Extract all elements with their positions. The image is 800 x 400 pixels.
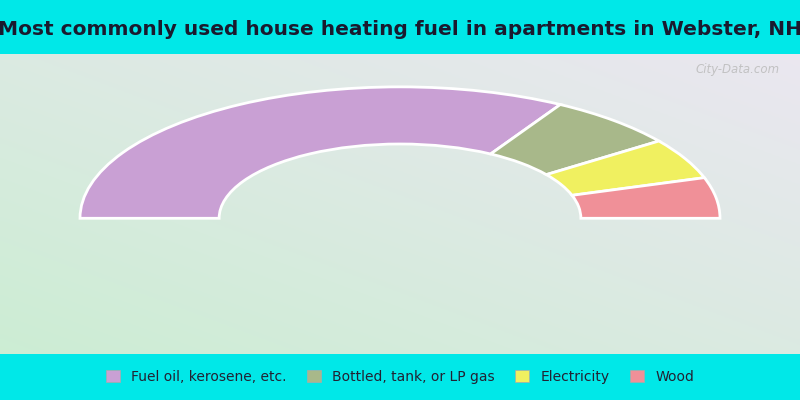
Text: City-Data.com: City-Data.com [696,63,780,76]
Wedge shape [490,104,659,175]
Legend: Fuel oil, kerosene, etc., Bottled, tank, or LP gas, Electricity, Wood: Fuel oil, kerosene, etc., Bottled, tank,… [106,370,694,384]
Wedge shape [572,178,720,218]
Text: Most commonly used house heating fuel in apartments in Webster, NH: Most commonly used house heating fuel in… [0,20,800,39]
Wedge shape [80,87,560,218]
Wedge shape [546,141,704,195]
